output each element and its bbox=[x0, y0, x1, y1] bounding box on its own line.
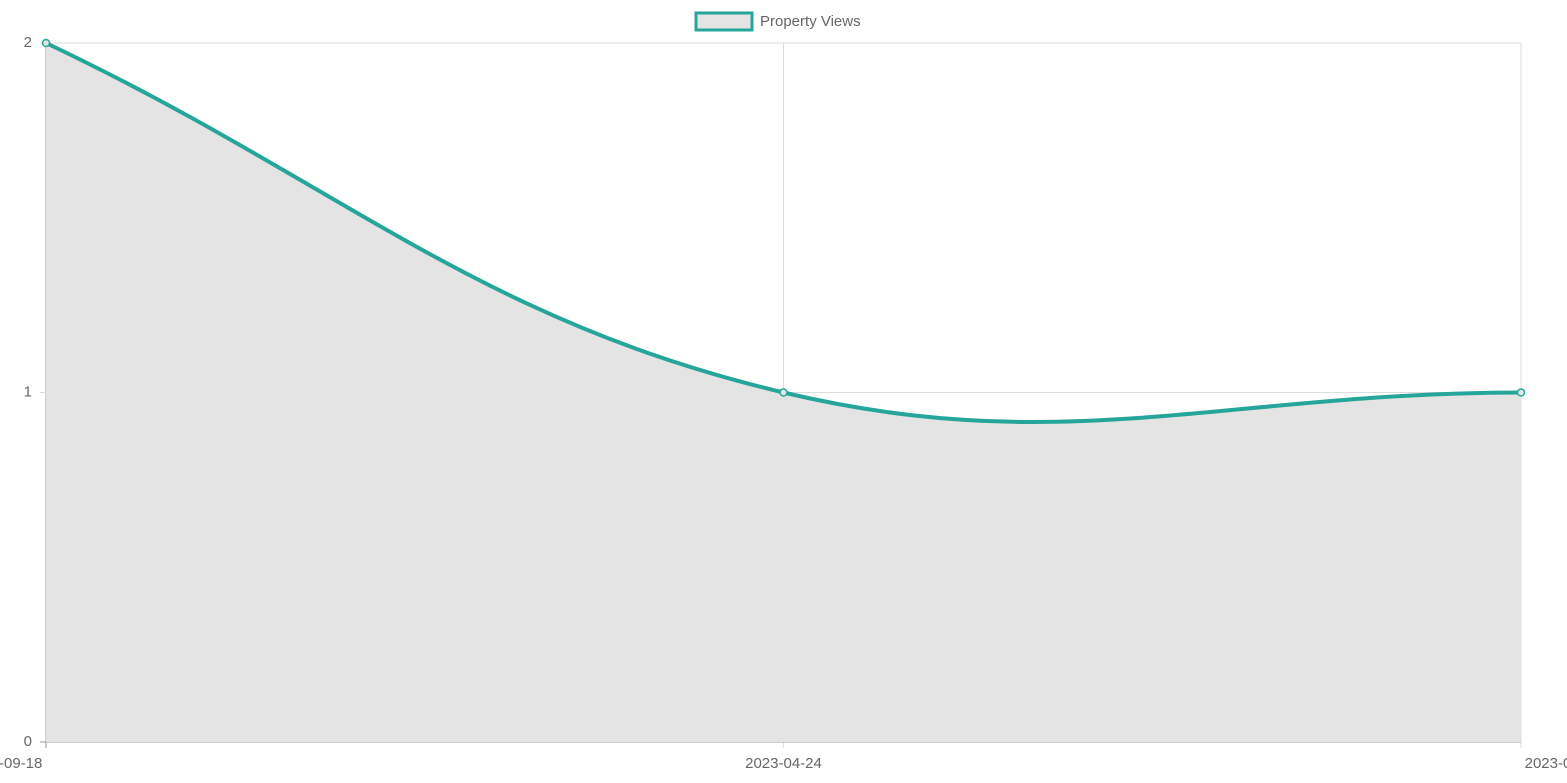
point bbox=[41, 38, 51, 48]
point bbox=[1516, 388, 1526, 397]
legend-swatch bbox=[694, 11, 754, 32]
y-tick-label: 0 bbox=[24, 733, 32, 750]
y-tick-label: 1 bbox=[24, 383, 32, 400]
x-tick-label: 2022-09-18 bbox=[0, 755, 42, 772]
y-tick-label: 2 bbox=[24, 34, 32, 51]
point bbox=[779, 388, 788, 397]
legend-label: Property Views bbox=[760, 13, 861, 30]
x-tick-label: 2023-05-02 bbox=[1525, 755, 1567, 772]
x-tick-label: 2023-04-24 bbox=[745, 755, 822, 772]
